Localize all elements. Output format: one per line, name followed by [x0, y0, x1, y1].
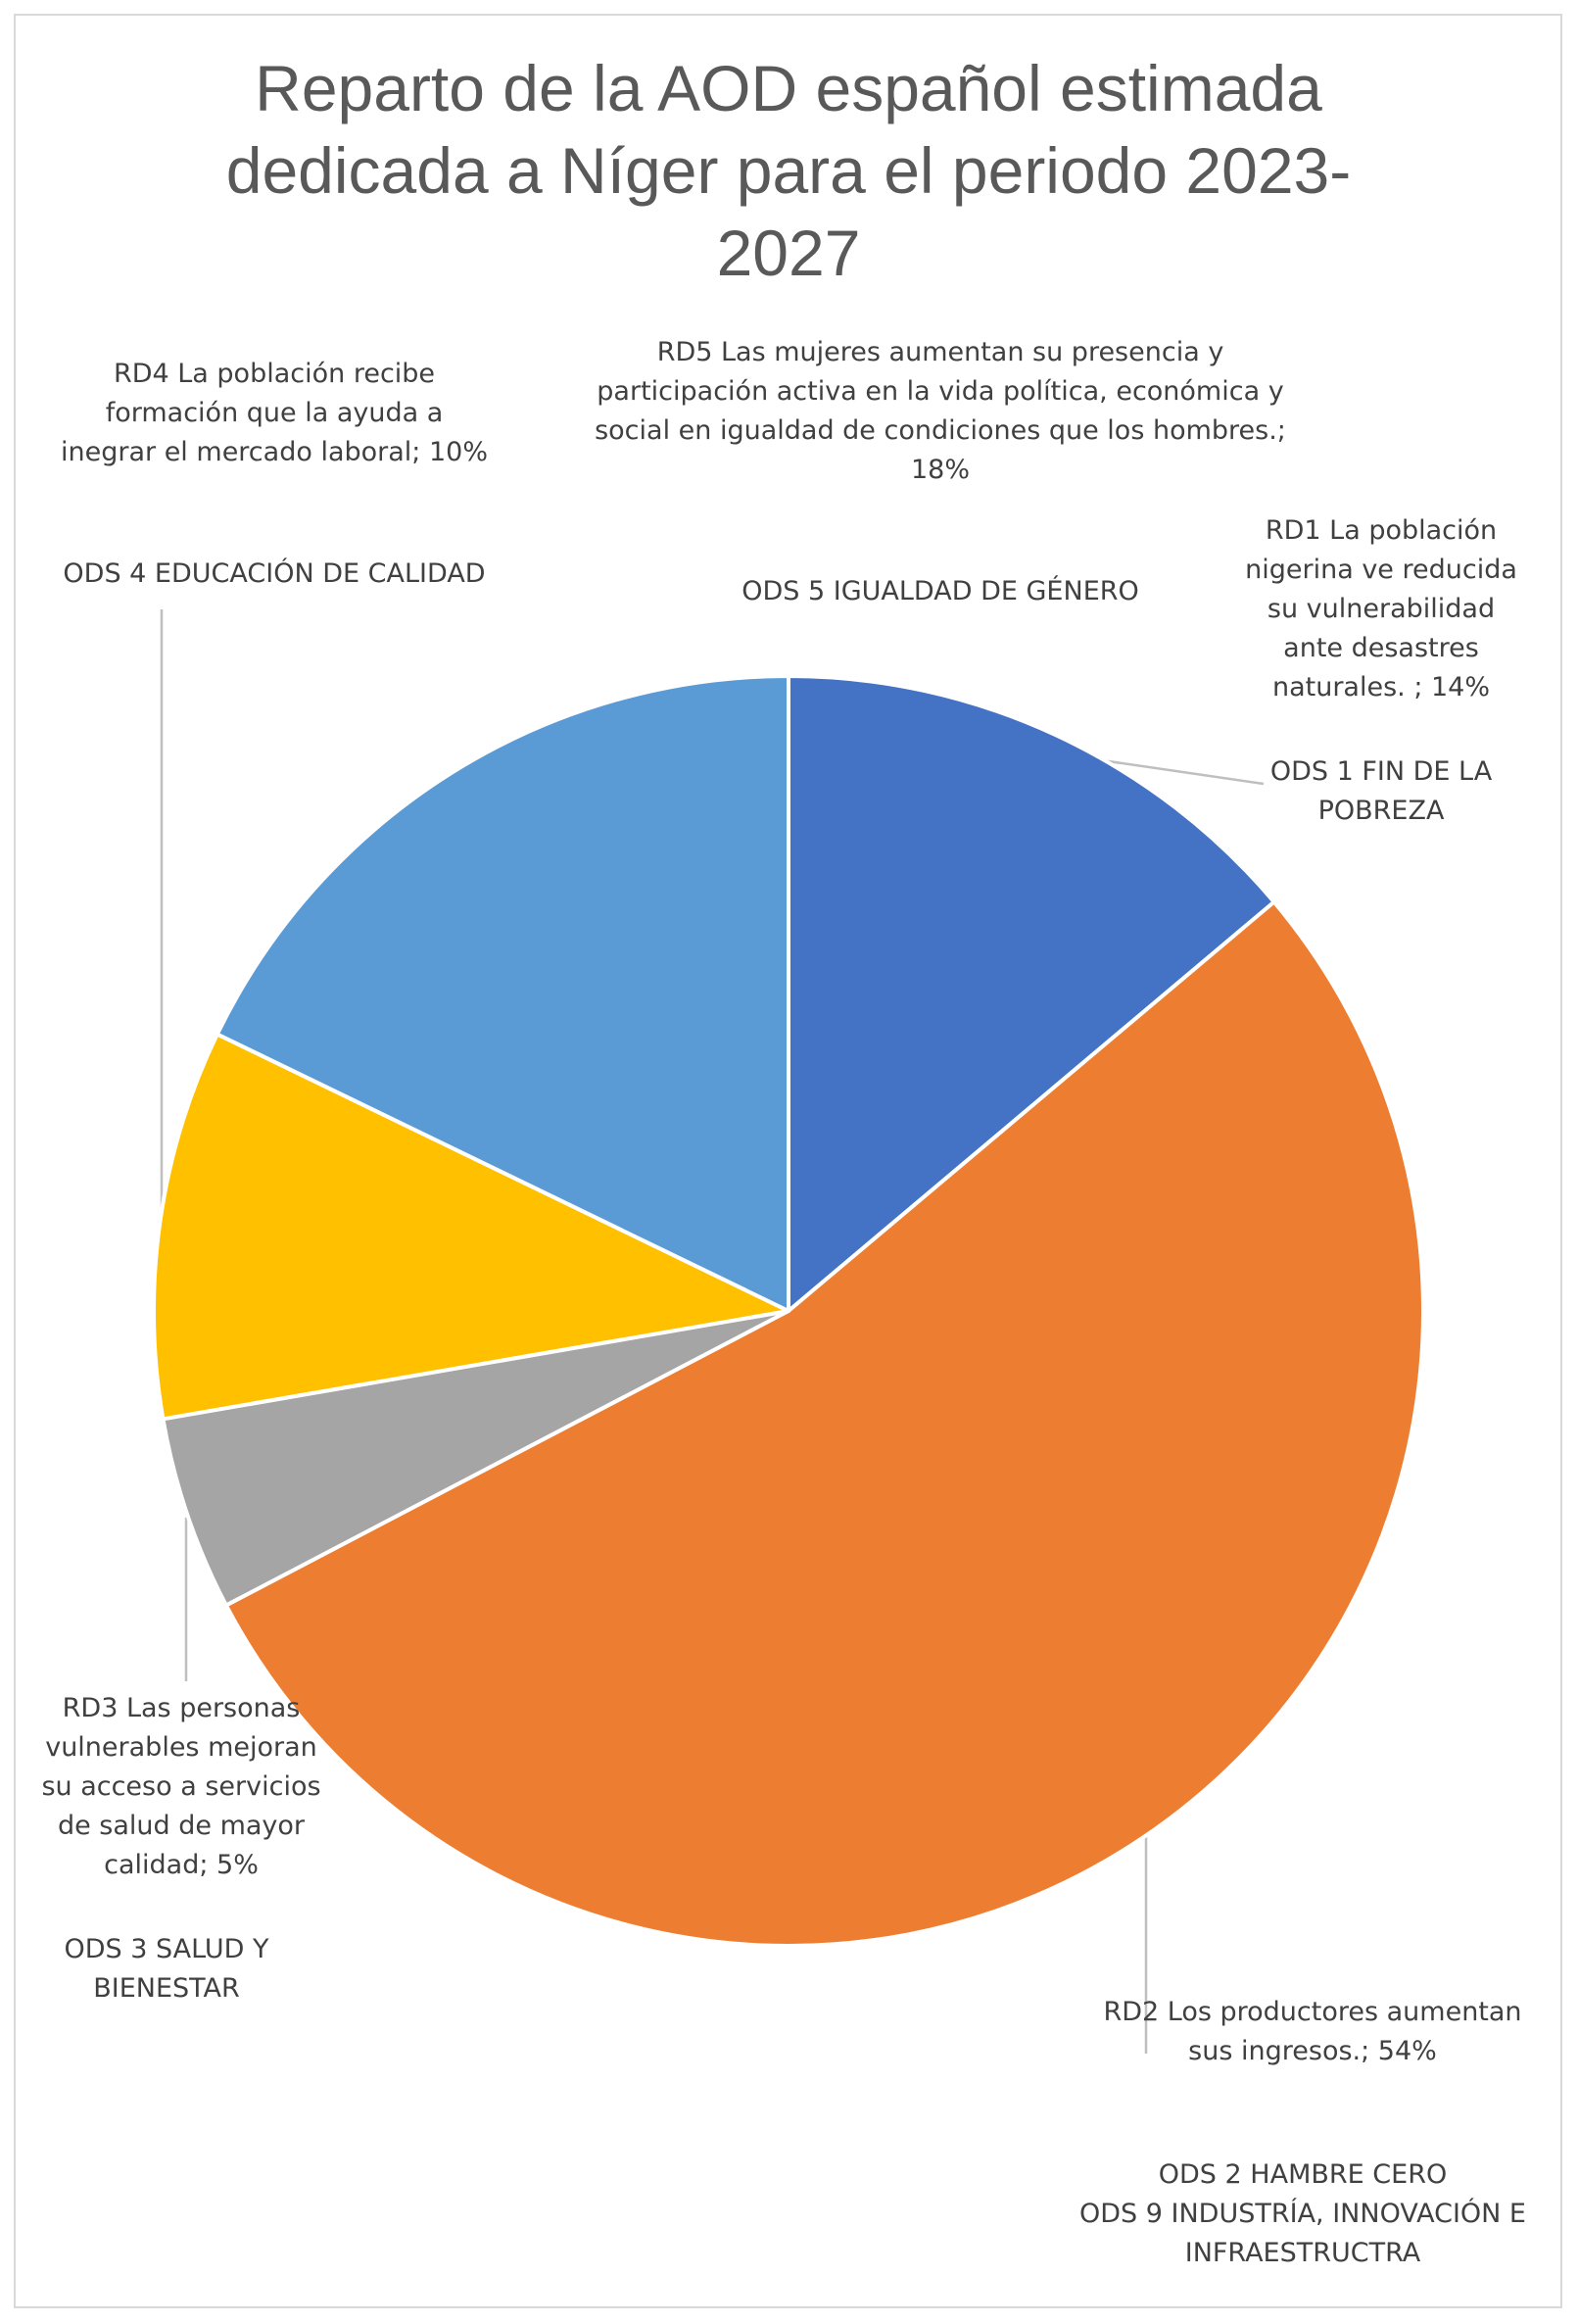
ods-label-rd1: ODS 1 FIN DE LA POBREZA: [1269, 756, 1493, 826]
pie-slice-rd2: [223, 899, 1425, 1948]
chart-title: Reparto de la AOD español estimada dedic…: [127, 47, 1450, 294]
data-label-rd3: RD3 Las personas vulnerables mejoran su …: [41, 1693, 321, 1880]
pie-slice-rd3: [161, 1309, 790, 1608]
chart-title-line-2: dedicada a Níger para el periodo 2023-: [225, 134, 1352, 207]
data-label-rd1: RD1 La población nigerina ve reducida su…: [1245, 515, 1517, 702]
data-label-rd4: RD4 La población recibe formación que la…: [61, 359, 488, 467]
pie-slice-rd1: [787, 674, 1276, 1313]
chart-title-line-1: Reparto de la AOD español estimada: [255, 52, 1322, 124]
leader-line-rd4: [160, 609, 180, 1227]
ods-label-rd4: ODS 4 EDUCACIÓN DE CALIDAD: [63, 558, 486, 589]
pie-slice-rd4: [152, 1032, 790, 1422]
ods-label-rd5: ODS 5 IGUALDAD DE GÉNERO: [741, 576, 1139, 606]
data-label-rd5: RD5 Las mujeres aumentan su presencia y …: [595, 337, 1286, 485]
chart-title-line-3: 2027: [716, 217, 861, 289]
pie-slice-rd5: [215, 674, 790, 1313]
data-label-rd2: RD2 Los productores aumentan sus ingreso…: [1103, 1997, 1522, 2066]
ods-label-rd2: ODS 2 HAMBRE CERO ODS 9 INDUSTRÍA, INNOV…: [1078, 2159, 1526, 2268]
ods-label-rd3: ODS 3 SALUD Y BIENESTAR: [64, 1934, 269, 2004]
